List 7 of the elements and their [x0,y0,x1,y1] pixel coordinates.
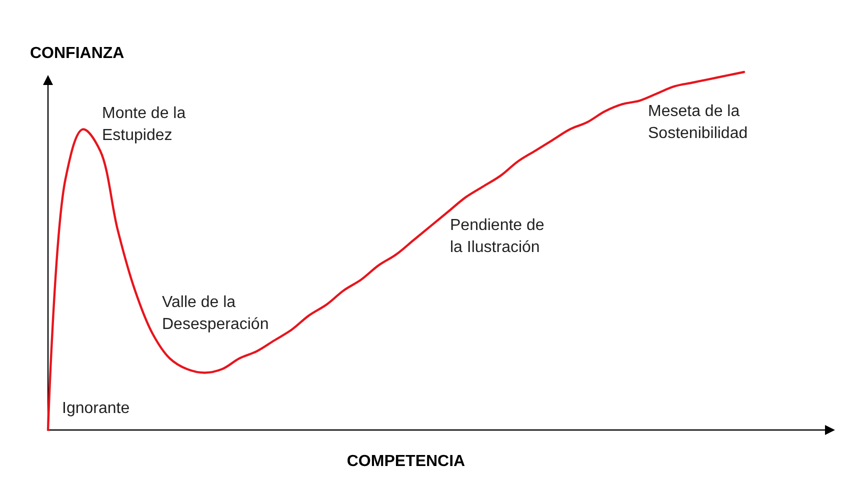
annotation: Ignorante [62,400,130,417]
annotation: Monte de la Estupidez [102,105,186,144]
y-axis-title: CONFIANZA [30,45,125,62]
annotation: Pendiente de la Ilustración [450,217,544,256]
x-axis-title: COMPETENCIA [346,453,466,470]
annotation: Meseta de la Sostenibilidad [648,103,748,142]
annotation: Valle de la Desesperación [162,294,269,333]
